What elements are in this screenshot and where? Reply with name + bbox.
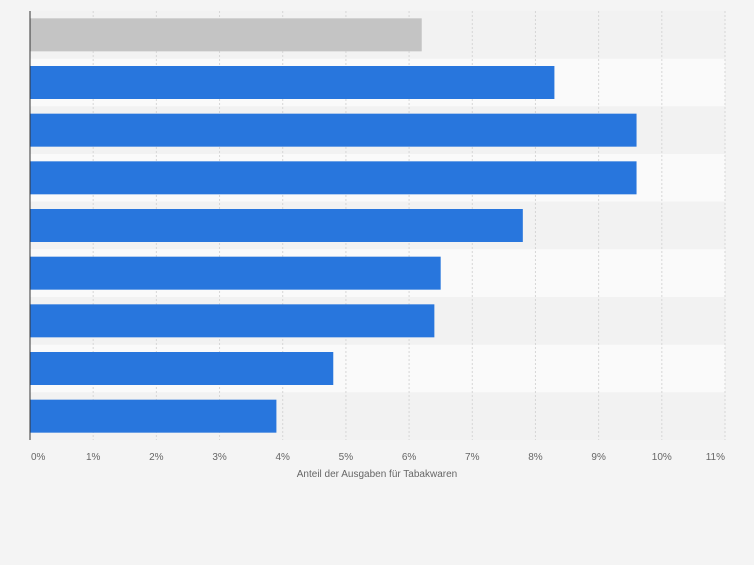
x-tick-label: 9% <box>591 452 606 463</box>
bar <box>30 113 637 147</box>
x-tick-label: 0% <box>31 452 46 463</box>
bar <box>30 352 334 385</box>
x-tick-label: 3% <box>212 452 227 463</box>
bar <box>30 399 277 433</box>
bar <box>30 304 435 338</box>
bars <box>30 18 637 433</box>
x-tick-label: 4% <box>276 452 291 463</box>
x-tick-label: 11% <box>706 452 725 463</box>
x-tick-label: 7% <box>465 452 480 463</box>
bar <box>30 256 441 290</box>
x-tick-labels: 0% 1% 2% 3% 4% 5% 6% 7% 8% 9% 10% 11% <box>31 452 725 463</box>
bar <box>30 209 523 242</box>
x-tick-label: 1% <box>86 452 101 463</box>
x-tick-label: 5% <box>339 452 354 463</box>
bar <box>30 161 637 195</box>
x-tick-label: 6% <box>402 452 417 463</box>
x-axis-label: Anteil der Ausgaben für Tabakwaren <box>297 469 457 480</box>
x-tick-label: 2% <box>149 452 164 463</box>
x-tick-label: 8% <box>528 452 543 463</box>
bar <box>30 18 422 52</box>
bar <box>30 66 555 99</box>
x-tick-label: 10% <box>652 452 672 463</box>
